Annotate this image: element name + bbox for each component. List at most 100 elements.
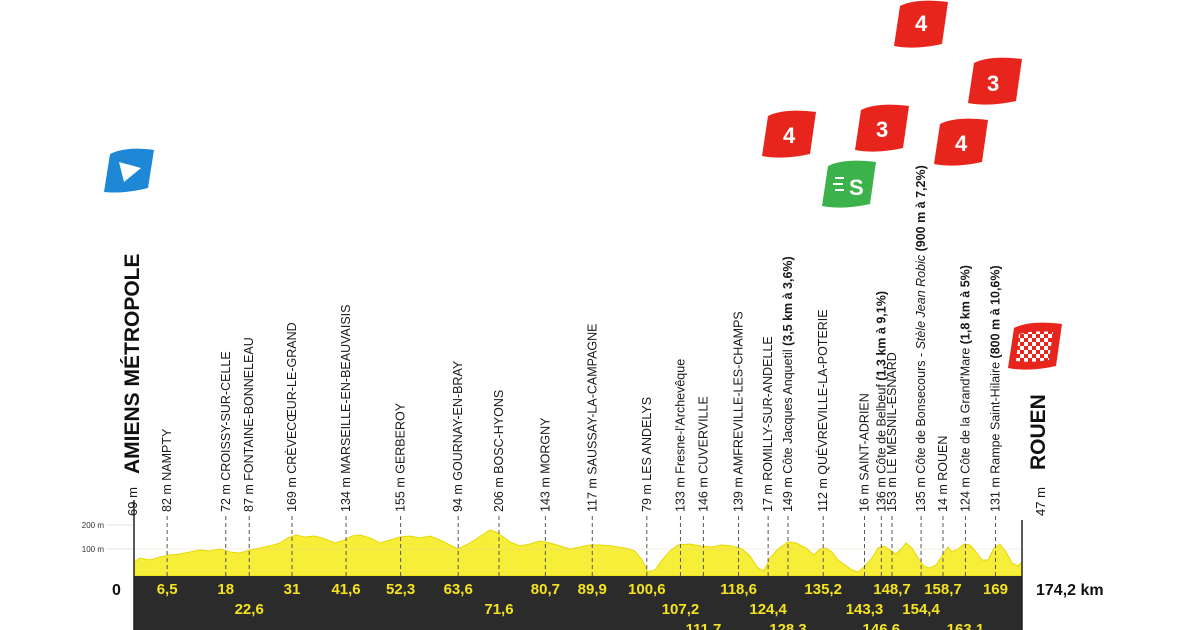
- waypoint-label: 87 m FONTAINE-BONNELEAU: [242, 337, 256, 512]
- start-distance: 0: [112, 582, 121, 599]
- waypoint-label: 16 m SAINT-ADRIEN: [857, 393, 871, 512]
- waypoint-name: QUÉVREVILLE-LA-POTERIE: [815, 309, 830, 474]
- waypoint-altitude: 134 m: [339, 474, 353, 512]
- waypoint-label: 149 m Côte Jacques Anquetil (3,5 km à 3,…: [781, 256, 795, 512]
- waypoint-text: 139 m AMFREVILLE-LES-CHAMPS: [732, 311, 746, 512]
- waypoint-altitude: 149 m: [781, 474, 795, 512]
- waypoint-label: 155 m GERBEROY: [394, 402, 408, 512]
- km-marker: 89,9: [578, 581, 607, 598]
- waypoint-name: CRÈVECŒUR-LE-GRAND: [284, 322, 299, 473]
- waypoint-text: 17 m ROMILLY-SUR-ANDELLE: [761, 336, 775, 512]
- climb-detail: (900 m à 7,2%): [914, 165, 928, 255]
- waypoint-label: 134 m MARSEILLE-EN-BEAUVAISIS: [339, 305, 353, 512]
- waypoint-label: 169 m CRÈVECŒUR-LE-GRAND: [284, 322, 299, 512]
- km-marker: 143,3: [846, 601, 884, 618]
- climb-detail: (1,8 km à 5%): [958, 265, 972, 348]
- waypoint-name: MORGNY: [538, 417, 552, 474]
- waypoint-label: 136 m Côte de Belbeuf (1,3 km à 9,1%): [874, 291, 888, 512]
- climb-badge-2: 3: [855, 104, 909, 152]
- waypoint-text: 149 m Côte Jacques Anquetil (3,5 km à 3,…: [781, 256, 795, 512]
- waypoint-text: 82 m NAMPTY: [160, 428, 174, 512]
- waypoint-altitude: 87 m: [242, 481, 256, 512]
- waypoint-text: 94 m GOURNAY-EN-BRAY: [451, 360, 465, 512]
- waypoint-name-italic: Stèle Jean Robic: [914, 254, 928, 349]
- waypoint-text: 206 m BOSC-HYONS: [492, 390, 506, 512]
- waypoint-name: GOURNAY-EN-BRAY: [451, 360, 465, 481]
- start-flag-badge: [104, 148, 154, 193]
- waypoint-altitude: 143 m: [538, 474, 552, 512]
- waypoint-name: ROUEN: [936, 436, 950, 481]
- finish-name: ROUEN: [1027, 394, 1050, 470]
- km-marker: 80,7: [531, 581, 560, 598]
- waypoint-altitude: 139 m: [732, 474, 746, 512]
- waypoint-altitude: 14 m: [936, 481, 950, 512]
- svg-text:4: 4: [783, 123, 796, 148]
- waypoint-text: 124 m Côte de la Grand'Mare (1,8 km à 5%…: [958, 265, 972, 512]
- waypoint-text: 87 m FONTAINE-BONNELEAU: [242, 337, 256, 512]
- waypoint-label: 206 m BOSC-HYONS: [492, 390, 506, 512]
- waypoint-name: FONTAINE-BONNELEAU: [242, 337, 256, 481]
- waypoint-label: 94 m GOURNAY-EN-BRAY: [451, 360, 465, 512]
- km-marker: 41,6: [331, 581, 360, 598]
- waypoint-name: Côte de la Grand'Mare: [958, 348, 972, 474]
- start-alt: 69 m: [125, 487, 140, 516]
- elevation-profile: [133, 529, 1023, 577]
- climb-badge-5: 3: [968, 57, 1022, 105]
- waypoint-name: Côte de Bonsecours -: [914, 349, 928, 473]
- climb-detail: (1,3 km à 9,1%): [874, 291, 888, 384]
- waypoint-altitude: 169 m: [285, 474, 299, 512]
- waypoint-label: 146 m CUVERVILLE: [696, 396, 710, 512]
- km-marker: 118,6: [720, 581, 757, 598]
- km-marker: 135,2: [804, 581, 842, 598]
- finish-distance: 174,2 km: [1036, 582, 1104, 599]
- climb-badge-3: 4: [894, 0, 948, 48]
- waypoint-altitude: 206 m: [492, 474, 506, 512]
- waypoint-text: 134 m MARSEILLE-EN-BEAUVAISIS: [339, 305, 353, 512]
- waypoint-name: AMFREVILLE-LES-CHAMPS: [732, 311, 746, 474]
- km-marker: 31: [284, 581, 301, 598]
- waypoint-name: LE MESNIL-ESNARD: [885, 352, 899, 474]
- km-marker: 6,5: [157, 581, 178, 598]
- svg-text:4: 4: [915, 11, 928, 36]
- climb-badge-4: 4: [934, 118, 988, 166]
- waypoint-altitude: 82 m: [160, 481, 174, 512]
- finish-flag-icon: [1016, 331, 1053, 362]
- sprint-speed-icon: [833, 177, 844, 191]
- km-marker: 154,4: [902, 601, 940, 618]
- waypoint-label: 124 m Côte de la Grand'Mare (1,8 km à 5%…: [958, 265, 972, 512]
- waypoint-text: 79 m LES ANDELYS: [640, 397, 654, 512]
- km-marker: 107,2: [662, 601, 700, 618]
- waypoint-name: Côte de Belbeuf: [874, 384, 888, 474]
- distance-band: [134, 576, 1022, 630]
- waypoint-text: 135 m Côte de Bonsecours - Stèle Jean Ro…: [914, 165, 928, 512]
- sprint-badge: S: [822, 160, 876, 208]
- svg-text:3: 3: [876, 117, 888, 142]
- waypoint-altitude: 16 m: [857, 481, 871, 512]
- waypoint-text: 72 m CROISSY-SUR-CELLE: [219, 351, 233, 512]
- waypoint-name: SAUSSAY-LA-CAMPAGNE: [585, 324, 599, 475]
- waypoint-label: 133 m Fresne-l'Archevêque: [673, 359, 687, 512]
- waypoint-name: CROISSY-SUR-CELLE: [219, 351, 233, 480]
- waypoint-altitude: 153 m: [885, 474, 899, 512]
- svg-text:3: 3: [987, 71, 999, 96]
- waypoint-text: 153 m LE MESNIL-ESNARD: [885, 352, 899, 512]
- waypoint-text: 117 m SAUSSAY-LA-CAMPAGNE: [585, 324, 599, 513]
- waypoint-label: 139 m AMFREVILLE-LES-CHAMPS: [732, 311, 746, 512]
- waypoint-text: 136 m Côte de Belbeuf (1,3 km à 9,1%): [874, 291, 888, 512]
- waypoint-text: 133 m Fresne-l'Archevêque: [673, 359, 687, 512]
- waypoint-altitude: 124 m: [958, 474, 972, 512]
- waypoint-altitude: 136 m: [874, 474, 888, 512]
- km-marker: 158,7: [924, 581, 962, 598]
- waypoint-name: MARSEILLE-EN-BEAUVAISIS: [339, 305, 353, 474]
- km-marker: 163,1: [947, 621, 985, 630]
- waypoint-altitude: 146 m: [696, 474, 710, 512]
- waypoint-name: LES ANDELYS: [640, 397, 654, 481]
- waypoint-name: SAINT-ADRIEN: [857, 393, 871, 481]
- waypoint-label: 131 m Rampe Saint-Hilaire (800 m à 10,6%…: [988, 265, 1002, 512]
- waypoint-name: Rampe Saint-Hilaire: [988, 362, 1002, 474]
- axis-tick-200: 200 m: [82, 521, 105, 530]
- climb-detail: (800 m à 10,6%): [988, 265, 1002, 362]
- waypoint-label: 72 m CROISSY-SUR-CELLE: [219, 351, 233, 512]
- km-marker: 124,4: [749, 601, 787, 618]
